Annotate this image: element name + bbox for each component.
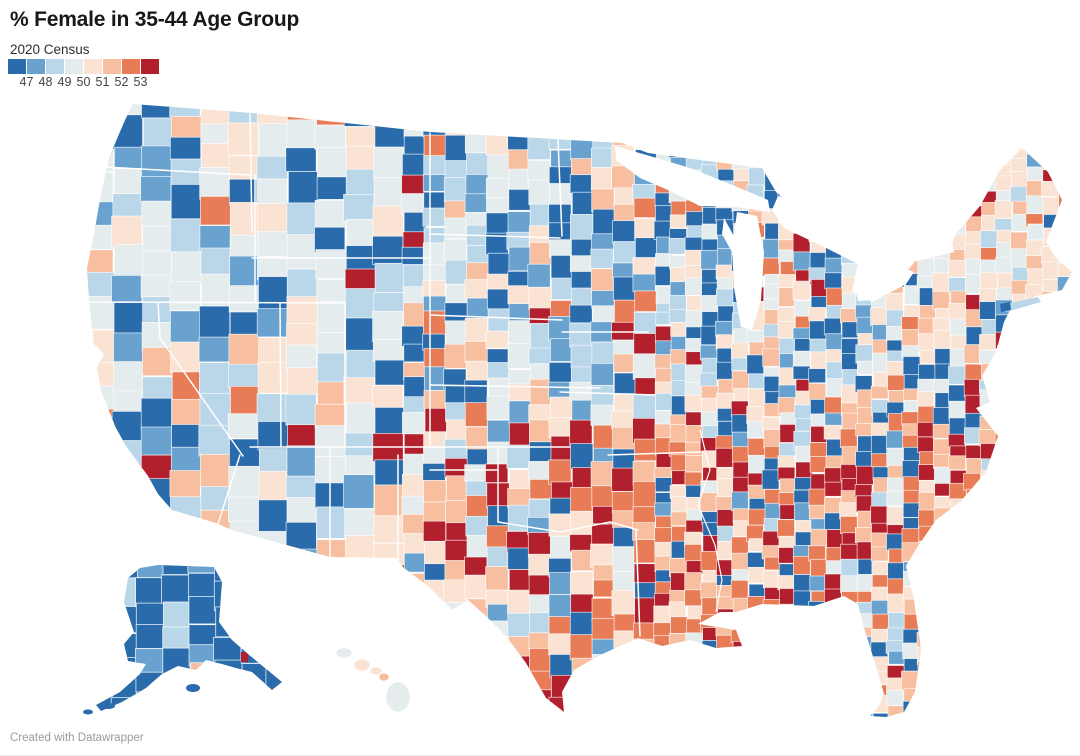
legend-swatch (141, 59, 159, 74)
legend-swatch (65, 59, 83, 74)
legend-tick-label: 52 (114, 75, 129, 89)
alaska-inset[interactable] (84, 551, 321, 743)
color-legend: 47 48 49 50 51 52 53 (8, 59, 159, 90)
legend-tick-label: 47 (19, 75, 34, 89)
legend-tick-label: 51 (95, 75, 110, 89)
hawaii-island (385, 681, 411, 713)
hawaii-inset[interactable] (335, 647, 411, 713)
legend-swatch (8, 59, 26, 74)
hawaii-island (378, 672, 390, 682)
mississippi-river (697, 429, 723, 613)
great-lakes-layer (615, 146, 954, 330)
legend-label-row: 47 48 49 50 51 52 53 (8, 75, 159, 90)
hawaii-island (369, 666, 383, 676)
chart-title: % Female in 35-44 Age Group (10, 8, 300, 31)
legend-swatch (122, 59, 140, 74)
legend-tick-label: 53 (133, 75, 148, 89)
hawaii-island (353, 658, 371, 672)
legend-swatch (46, 59, 64, 74)
legend-tick-label: 49 (57, 75, 72, 89)
datawrapper-credit: Created with Datawrapper (10, 732, 144, 744)
legend-tick-label: 48 (38, 75, 53, 89)
small-islands-layer (83, 297, 1041, 715)
legend-swatch (27, 59, 45, 74)
hawaii-island (335, 647, 353, 659)
legend-swatch (84, 59, 102, 74)
legend-tick-label: 50 (76, 75, 91, 89)
alaska-red-county (241, 652, 248, 662)
state-borders-layer (87, 112, 723, 637)
legend-swatch (103, 59, 121, 74)
chart-header: % Female in 35-44 Age Group 2020 Census (10, 8, 299, 57)
chart-subtitle: 2020 Census (10, 42, 90, 57)
legend-swatch-row (8, 59, 159, 74)
